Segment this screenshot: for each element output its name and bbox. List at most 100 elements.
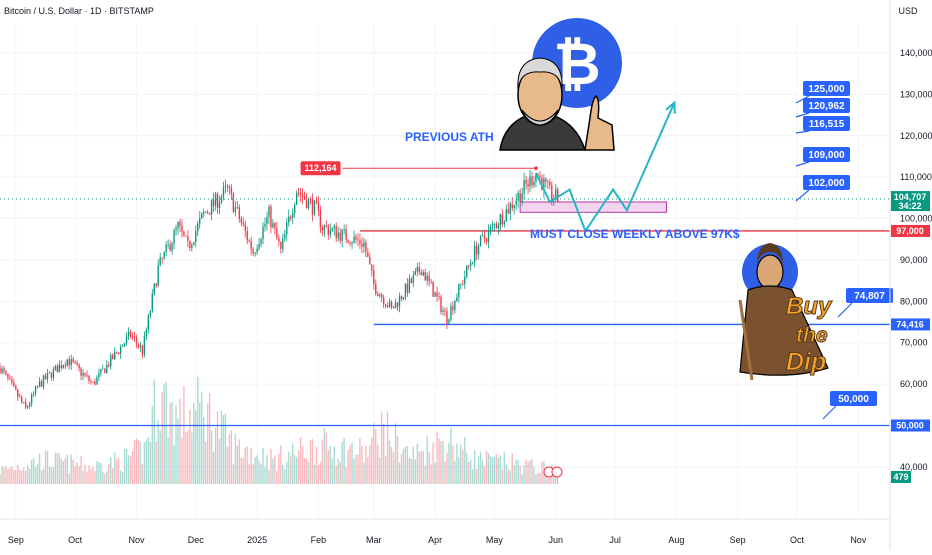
candle[interactable]: [390, 300, 393, 310]
candle[interactable]: [331, 227, 333, 232]
candle[interactable]: [357, 233, 359, 247]
candle[interactable]: [305, 192, 308, 209]
candle[interactable]: [121, 344, 124, 347]
candle[interactable]: [129, 329, 132, 339]
candle[interactable]: [557, 186, 559, 202]
target-callout[interactable]: 125,000: [795, 81, 850, 104]
candle[interactable]: [479, 235, 482, 247]
candle[interactable]: [258, 238, 260, 251]
candle[interactable]: [228, 184, 231, 195]
candle[interactable]: [187, 230, 189, 248]
candle[interactable]: [262, 222, 264, 245]
candle[interactable]: [309, 196, 312, 205]
candle[interactable]: [240, 216, 242, 227]
candle[interactable]: [218, 195, 221, 215]
candle[interactable]: [102, 364, 104, 370]
candle[interactable]: [491, 220, 494, 232]
candle[interactable]: [78, 363, 80, 372]
candle[interactable]: [527, 178, 529, 194]
candle[interactable]: [90, 378, 92, 385]
candle[interactable]: [145, 327, 148, 341]
candle[interactable]: [525, 175, 527, 190]
candle[interactable]: [515, 193, 517, 210]
candle[interactable]: [323, 224, 326, 238]
candle[interactable]: [236, 201, 239, 209]
candle[interactable]: [280, 241, 282, 254]
candle[interactable]: [88, 374, 90, 384]
candle[interactable]: [543, 174, 545, 198]
candle[interactable]: [42, 374, 45, 390]
time-axis[interactable]: Sep Oct Nov Dec 2025 Feb Mar Apr May Jun Jul Aug Sep…: [0, 518, 890, 545]
candle[interactable]: [470, 259, 472, 272]
candle[interactable]: [274, 221, 276, 235]
candle[interactable]: [381, 292, 383, 303]
candle[interactable]: [125, 332, 128, 346]
candle[interactable]: [26, 405, 29, 409]
candle[interactable]: [38, 377, 41, 388]
candle[interactable]: [379, 292, 381, 299]
candle[interactable]: [396, 301, 399, 312]
candle[interactable]: [199, 211, 201, 229]
candle[interactable]: [454, 300, 456, 314]
candle[interactable]: [388, 298, 391, 308]
candle[interactable]: [319, 205, 322, 234]
candle[interactable]: [402, 296, 405, 301]
candle[interactable]: [335, 222, 337, 242]
candle[interactable]: [481, 230, 484, 237]
candle[interactable]: [410, 276, 413, 284]
candle[interactable]: [444, 308, 446, 317]
candle[interactable]: [329, 223, 331, 238]
candle[interactable]: [428, 271, 430, 287]
candle[interactable]: [173, 228, 175, 250]
candle[interactable]: [179, 218, 181, 233]
candle[interactable]: [30, 392, 33, 407]
candle[interactable]: [519, 188, 521, 203]
candle[interactable]: [143, 331, 146, 358]
candle[interactable]: [131, 332, 134, 340]
candle[interactable]: [80, 366, 82, 381]
candle[interactable]: [468, 264, 470, 270]
candle[interactable]: [264, 217, 266, 232]
candle[interactable]: [108, 361, 110, 368]
candle[interactable]: [254, 251, 256, 257]
candle[interactable]: [535, 173, 537, 188]
candle[interactable]: [141, 344, 144, 359]
candle[interactable]: [416, 262, 418, 277]
candle[interactable]: [373, 264, 375, 290]
candle[interactable]: [50, 372, 53, 381]
candle[interactable]: [286, 217, 288, 242]
candle[interactable]: [226, 183, 229, 192]
candle[interactable]: [98, 368, 100, 382]
candle[interactable]: [139, 342, 142, 353]
candle[interactable]: [349, 241, 351, 247]
candle[interactable]: [422, 269, 424, 277]
candle[interactable]: [278, 234, 280, 247]
candle[interactable]: [394, 298, 397, 309]
candle[interactable]: [295, 190, 298, 206]
candle[interactable]: [193, 241, 195, 246]
candle[interactable]: [347, 239, 349, 244]
candle[interactable]: [232, 191, 235, 214]
candle[interactable]: [464, 270, 466, 289]
candle[interactable]: [153, 282, 155, 296]
candle[interactable]: [523, 172, 525, 200]
candle[interactable]: [497, 222, 500, 235]
candle[interactable]: [442, 306, 444, 316]
candle[interactable]: [34, 385, 37, 397]
candle[interactable]: [270, 204, 272, 234]
candle[interactable]: [58, 360, 61, 373]
candle[interactable]: [355, 233, 357, 244]
candle[interactable]: [436, 286, 438, 302]
candle[interactable]: [299, 187, 302, 202]
candle[interactable]: [473, 240, 476, 268]
candle[interactable]: [361, 237, 363, 254]
target-callout[interactable]: 109,000: [795, 147, 850, 167]
candle[interactable]: [210, 199, 213, 221]
candle[interactable]: [307, 197, 310, 211]
candle[interactable]: [110, 353, 112, 370]
candle[interactable]: [420, 268, 422, 276]
candle[interactable]: [404, 282, 407, 301]
candle[interactable]: [408, 274, 411, 294]
candle[interactable]: [224, 179, 227, 194]
candle[interactable]: [106, 360, 108, 374]
